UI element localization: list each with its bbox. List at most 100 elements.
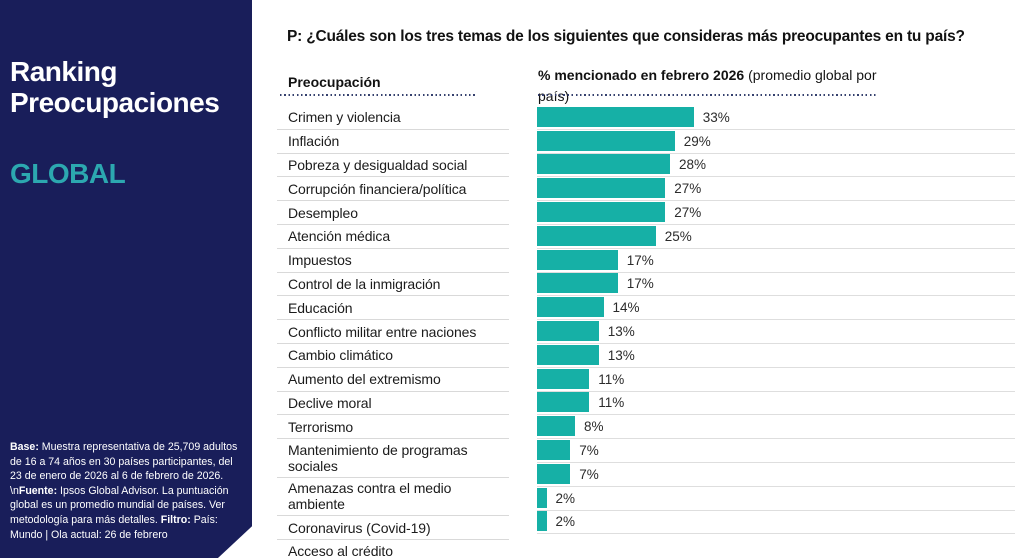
bar — [537, 249, 618, 270]
category-label: Declive moral — [288, 394, 372, 411]
category-row: Conflicto militar entre naciones — [277, 320, 509, 344]
bar — [537, 344, 599, 365]
bar-row: 11% — [537, 392, 1015, 416]
category-row: Pobreza y desigualdad social — [277, 154, 509, 178]
category-row: Cambio climático — [277, 344, 509, 368]
category-label: Pobreza y desigualdad social — [288, 156, 468, 173]
sidebar-footnote: Base: Muestra representativa de 25,709 a… — [10, 440, 238, 542]
bar-row: 28% — [537, 154, 1015, 178]
category-label: Control de la inmigración — [288, 275, 441, 292]
bar — [537, 178, 666, 199]
footnote-fuente-label: Fuente: — [18, 484, 58, 497]
bar — [537, 273, 618, 294]
dotted-rule-right — [538, 94, 878, 96]
bar — [537, 106, 694, 127]
sidebar-subtitle: GLOBAL — [10, 158, 126, 189]
category-label: Conflicto militar entre naciones — [288, 323, 477, 340]
category-label: Acceso al crédito — [288, 543, 393, 558]
bar-value-label: 13% — [607, 324, 635, 340]
bar-value-label: 28% — [679, 157, 707, 173]
category-label: Inflación — [288, 133, 340, 150]
bar — [537, 511, 547, 532]
column-header-percent-bold: % mencionado en febrero 2026 — [538, 67, 745, 83]
category-row: Impuestos — [277, 249, 509, 273]
bar — [537, 463, 571, 484]
bar-row: 17% — [537, 249, 1015, 273]
category-row: Acceso al crédito — [277, 540, 509, 558]
bar-row: 13% — [537, 320, 1015, 344]
category-label: Atención médica — [288, 228, 391, 245]
bar-row: 2% — [537, 511, 1015, 535]
bar-row: 11% — [537, 368, 1015, 392]
bar-row: 27% — [537, 177, 1015, 202]
bar-value-label: 29% — [683, 133, 711, 149]
bar — [537, 225, 656, 246]
bar-row: 2% — [537, 487, 1015, 511]
bar-value-label: 7% — [579, 443, 599, 459]
category-row: Mantenimiento de programas sociales — [277, 439, 509, 478]
category-row: Crimen y violencia — [277, 106, 509, 130]
bar-value-label: 17% — [626, 252, 654, 268]
bar-value-label: 14% — [612, 300, 640, 316]
bar-value-label: 17% — [626, 276, 654, 292]
dotted-rule-left — [280, 94, 477, 96]
column-header-percent: % mencionado en febrero 2026 (promedio g… — [538, 65, 885, 107]
sidebar-title-line1: Ranking — [10, 56, 117, 87]
footnote-filtro-text: País: Mundo | Ola actual: 26 de febrero — [10, 513, 218, 541]
bar-value-label: 27% — [674, 181, 702, 197]
bar-row: 25% — [537, 225, 1015, 249]
category-label: Cambio climático — [288, 347, 393, 364]
category-label: Corrupción financiera/política — [288, 180, 467, 197]
bar — [537, 392, 590, 413]
bar-value-label: 33% — [702, 109, 730, 125]
bar-row: 7% — [537, 463, 1015, 487]
category-label: Aumento del extremismo — [288, 371, 441, 388]
bar-value-label: 2% — [555, 514, 576, 530]
bar-row: 27% — [537, 201, 1015, 225]
bar-row: 7% — [537, 439, 1015, 463]
sidebar: Ranking Preocupaciones GLOBAL Base: Mues… — [0, 0, 252, 558]
column-header-preocupacion: Preocupación — [288, 74, 381, 90]
bar-value-label: 7% — [579, 466, 599, 482]
footnote-base-label: Base: — [10, 441, 39, 453]
bar-row: 8% — [537, 415, 1015, 440]
bar-row: 13% — [537, 344, 1015, 368]
bar — [537, 321, 599, 342]
category-label: Mantenimiento de programas sociales — [288, 441, 468, 474]
category-label: Crimen y violencia — [288, 109, 401, 126]
category-row: Declive moral — [277, 392, 509, 416]
category-label: Coronavirus (Covid-19) — [288, 519, 431, 536]
sidebar-title-line2: Preocupaciones — [10, 86, 220, 118]
bar-value-label: 11% — [598, 371, 625, 387]
bar-value-label: 27% — [674, 205, 702, 221]
category-label: Impuestos — [288, 252, 352, 269]
bar-value-label: 8% — [584, 419, 604, 435]
bar-row: 29% — [537, 130, 1015, 154]
bar — [537, 368, 590, 389]
category-row: Inflación — [277, 130, 509, 154]
footnote-filtro-label: Filtro: — [160, 513, 191, 526]
bar-row: 17% — [537, 273, 1015, 297]
bar-value-label: 13% — [607, 347, 635, 363]
bar — [537, 487, 547, 508]
question-title: P: ¿Cuáles son los tres temas de los sig… — [287, 28, 965, 45]
footnote-fuente-text: Ipsos Global Advisor. La puntuación glob… — [10, 484, 229, 526]
category-label: Educación — [288, 299, 353, 316]
bar — [537, 297, 604, 318]
sidebar-title: Ranking Preocupaciones — [10, 56, 220, 118]
bar — [537, 130, 675, 151]
category-row: Corrupción financiera/política — [277, 177, 509, 202]
bar-row: 14% — [537, 296, 1015, 321]
bars-column: 33% 29% 28% 27% 27% 25% 17% 17% 14% 13% 13% 11% 11% 8… — [537, 106, 1015, 535]
category-row: Aumento del extremismo — [277, 368, 509, 392]
category-label: Terrorismo — [288, 418, 354, 435]
bar — [537, 416, 575, 437]
bar-value-label: 2% — [555, 490, 576, 506]
category-row: Terrorismo — [277, 415, 509, 440]
category-row: Educación — [277, 296, 509, 321]
category-row: Atención médica — [277, 225, 509, 249]
category-label: Desempleo — [288, 204, 358, 221]
bar — [537, 154, 670, 175]
category-row: Control de la inmigración — [277, 273, 509, 297]
